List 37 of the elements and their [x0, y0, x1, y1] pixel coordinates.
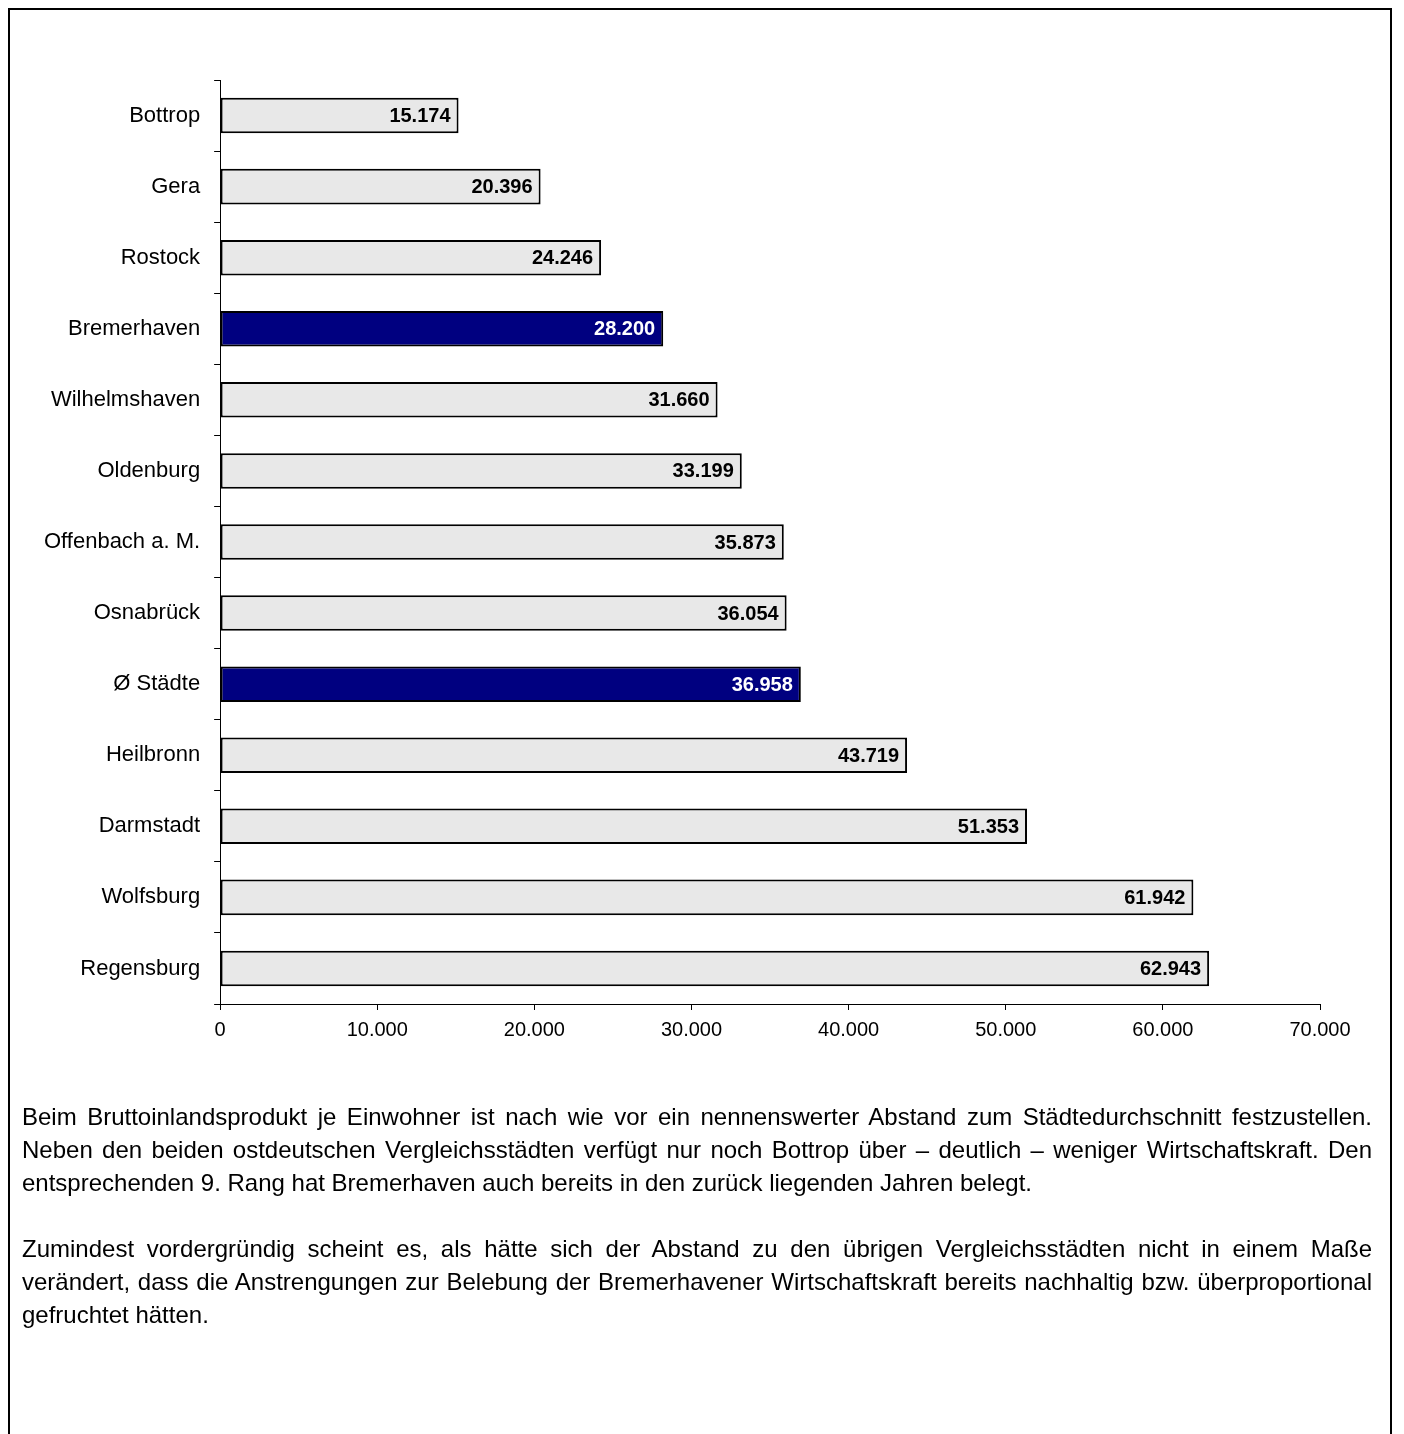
y-tick-label: Bremerhaven: [68, 314, 201, 340]
y-tick-label: Wolfsburg: [101, 883, 201, 909]
y-tick-label: Gera: [151, 172, 201, 198]
x-tick-label: 30.000: [660, 1017, 723, 1040]
data-label: 61.942: [1124, 885, 1186, 908]
x-tick-label: 20.000: [503, 1017, 565, 1040]
data-label: 43.719: [837, 743, 900, 766]
y-tick-label: Ø Städte: [113, 670, 201, 696]
x-tick-label: 0: [214, 1017, 226, 1040]
data-label: 36.054: [717, 601, 780, 624]
x-tick-label: 40.000: [818, 1017, 880, 1040]
text: Beim Bruttoinlandsprodukt je Einwohner ist nach wie vor ein nennenswerter Abstand zum Städtedurchschnitt festzustellen. Neben den beiden ostdeutschen Vergleichsstädten verfügt nur noch Bottrop über – deutlich – weniger Wirtschaftskraft. Den entsprechenden 9. Rang hat Bremerhaven auch bereits in den zurück liegenden Jahren belegt.: [22, 1102, 1372, 1198]
data-label: 62.943: [1139, 956, 1202, 979]
text: Zumindest vordergründig scheint es, als hätte sich der Abstand zu den übrigen Vergleichsstädten nicht in einem Maße verändert, dass die Anstrengungen zur Belebung der Bremerhavener Wirtschaftskraft bereits nachhaltig bzw. überproportional gefruchtet hätten.: [22, 1234, 1372, 1330]
data-label: 15.174: [389, 104, 452, 127]
y-tick-label: Regensburg: [80, 954, 201, 980]
y-tick-label: Osnabrück: [93, 599, 202, 625]
y-tick-label: Bottrop: [129, 101, 201, 127]
data-label: 31.660: [648, 388, 710, 411]
y-tick-label: Darmstadt: [98, 812, 201, 838]
x-tick-label: 10.000: [346, 1017, 408, 1040]
y-tick-label: Oldenburg: [97, 456, 201, 482]
data-label: 24.246: [531, 246, 594, 269]
y-tick-label: Offenbach a. M.: [43, 528, 201, 554]
data-label: 51.353: [957, 814, 1020, 837]
x-tick-label: 70.000: [1289, 1017, 1351, 1040]
y-tick-label: Wilhelmshaven: [50, 385, 201, 411]
x-tick-label: 50.000: [975, 1017, 1037, 1040]
page-frame: 0 10.000 20.000 30.000 40.000 50.000 60.000 70.000 Bottrop Gera Rostock Bremerhaven Wilhelmshaven Oldenburg Offenbach a. M. Osnabrück Ø Städte Heilbronn Darmstadt Wolfsburg Regensburg 15.174 20.396 24.246 28.200 31.660 33.199 35.873 36.054 36.958 43.719 51.353 61.942 62.943 Beim Bruttoinlandsprodukt je Einwohner ist nach wie vor ein nennenswerter Abstand zum Städtedurchschnitt festzustellen. Neben den beiden ostdeutschen Vergleichsstädten verfügt nur noch Bottrop über – deutlich – weniger Wirtschaftskraft. Den entsprechenden 9. Rang hat Bremerhaven auch bereits in den zurück liegenden Jahren belegt. Zumindest vordergründig scheint es, als hätte sich der Abstand zu den übrigen Vergleichsstädten nicht in einem Maße verändert, dass die Anstrengungen zur Belebung der Bremerhavener Wirtschaftskraft bereits nachhaltig bzw. überproportional gefruchtet hätten.: [8, 8, 1392, 1434]
data-label: 36.958: [731, 672, 793, 695]
data-label: 33.199: [672, 459, 734, 482]
y-tick-label: Heilbronn: [105, 741, 201, 767]
data-label: 35.873: [714, 530, 776, 553]
y-tick-label: Rostock: [120, 243, 202, 269]
x-tick-label: 60.000: [1132, 1017, 1194, 1040]
data-label: 20.396: [471, 175, 533, 198]
data-label: 28.200: [594, 317, 656, 340]
